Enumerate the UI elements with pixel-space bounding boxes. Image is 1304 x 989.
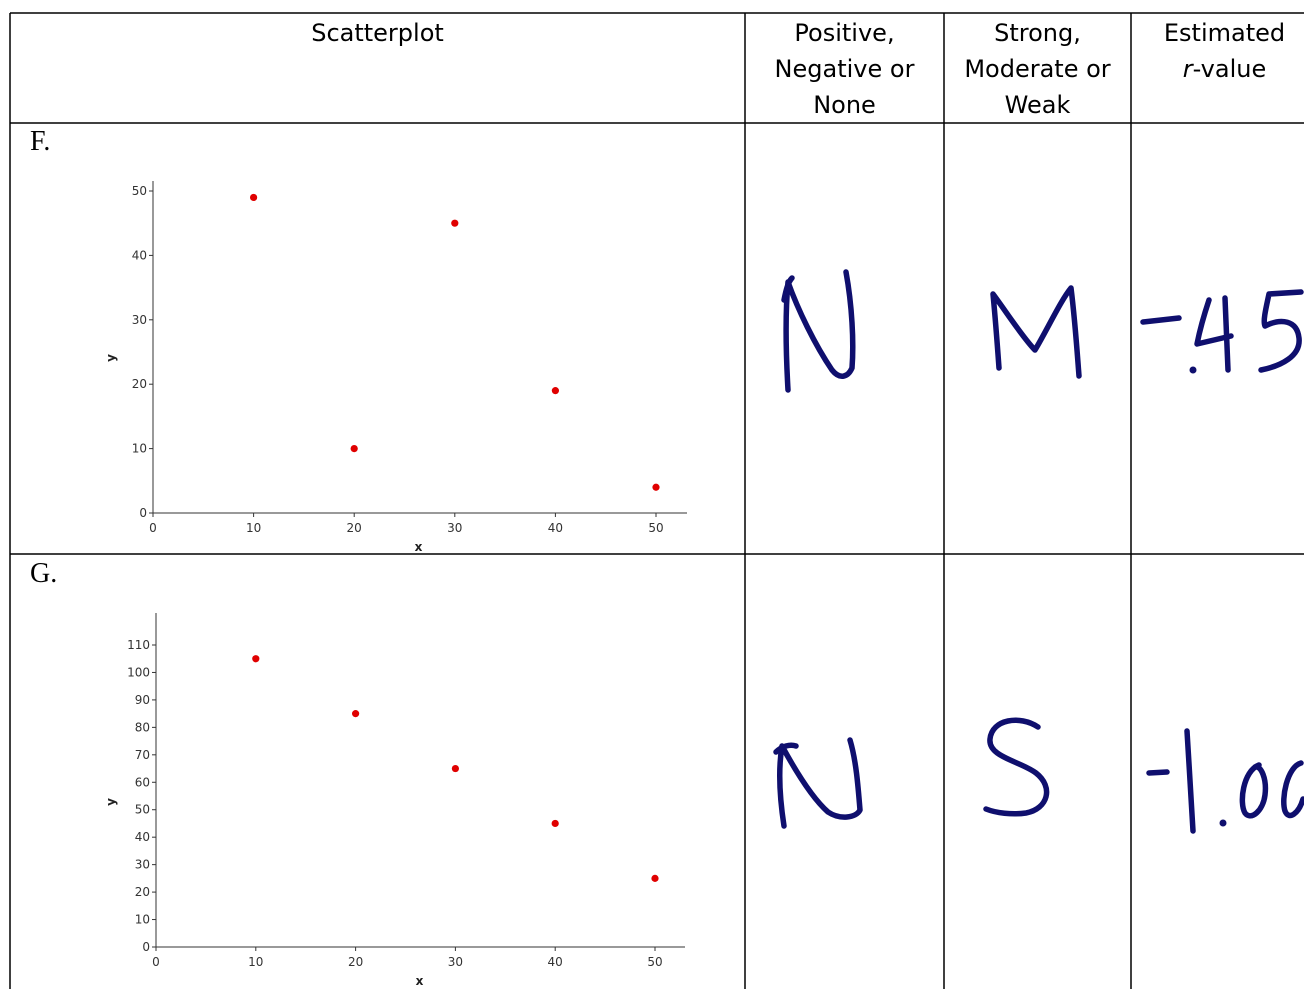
x-tick-label: 10 — [246, 521, 261, 535]
data-point — [250, 193, 258, 202]
x-tick-label: 20 — [348, 955, 363, 969]
x-tick-label: 0 — [152, 955, 160, 969]
x-tick-label: 30 — [448, 955, 463, 969]
header-strength-line2: Moderate or — [964, 55, 1111, 83]
row-label-f: F. — [30, 126, 51, 157]
y-tick-label: 20 — [132, 377, 147, 391]
x-tick-label: 50 — [647, 955, 662, 969]
y-tick-label: 30 — [135, 858, 150, 872]
x-tick-label: 50 — [648, 521, 663, 535]
y-tick-label: 40 — [132, 248, 147, 262]
row-label-g: G. — [30, 558, 58, 589]
scatterplot-f: 0 10 20 30 40 50 0 10 20 30 40 50 x y — [104, 181, 687, 554]
x-axis-label: x — [416, 974, 424, 988]
data-point — [551, 387, 559, 395]
header-direction-line3: None — [813, 91, 876, 119]
y-tick-label: 40 — [135, 830, 150, 844]
data-point — [350, 445, 358, 453]
y-tick-label: 10 — [132, 442, 147, 456]
x-tick-label: 40 — [548, 955, 563, 969]
answer-r-value-f — [1140, 289, 1304, 374]
header-strength-line3: Weak — [1004, 91, 1071, 119]
x-tick-label: 30 — [447, 521, 462, 535]
answer-strength-g — [983, 717, 1050, 817]
y-tick-label: 110 — [127, 638, 150, 652]
header-direction-line2: Negative or — [774, 55, 915, 83]
y-tick-label: 0 — [139, 506, 147, 520]
x-tick-label: 10 — [248, 955, 263, 969]
header-r-line1: Estimated — [1163, 19, 1286, 47]
header-r-value: Estimated r-value — [1131, 15, 1304, 87]
scatterplot-g: 0 10 20 30 40 50 0 10 20 30 40 50 60 70 80 90 100 110 x y — [104, 613, 685, 988]
y-axis-label: y — [104, 354, 118, 362]
x-axis-label: x — [415, 540, 423, 554]
y-tick-label: 20 — [135, 885, 150, 899]
header-strength-line1: Strong, — [994, 19, 1081, 47]
answer-strength-f — [990, 285, 1082, 379]
y-tick-label: 90 — [135, 693, 150, 707]
header-direction: Positive, Negative or None — [745, 15, 944, 123]
data-point — [352, 710, 360, 718]
y-tick-label: 10 — [135, 913, 150, 927]
answer-r-value-g — [1146, 728, 1304, 834]
header-r-italic: r — [1182, 55, 1193, 83]
y-tick-label: 0 — [142, 940, 150, 954]
header-r-line2: r-value — [1131, 51, 1304, 87]
y-axis-label: y — [104, 798, 118, 806]
data-point — [252, 655, 260, 663]
y-tick-label: 70 — [135, 748, 150, 762]
data-point — [651, 874, 659, 882]
answer-direction-f — [781, 269, 856, 393]
y-tick-label: 100 — [127, 665, 150, 679]
header-direction-line1: Positive, — [794, 19, 895, 47]
y-tick-label: 50 — [132, 184, 147, 198]
answer-direction-g — [773, 737, 863, 829]
data-point — [451, 764, 459, 773]
header-scatterplot: Scatterplot — [311, 19, 444, 47]
header-strength: Strong, Moderate or Weak — [944, 15, 1131, 123]
y-tick-label: 80 — [135, 720, 150, 734]
x-tick-label: 0 — [149, 521, 157, 535]
header-r-rest: -value — [1192, 55, 1267, 83]
data-point — [652, 483, 660, 491]
data-point — [551, 819, 559, 828]
y-tick-label: 60 — [135, 775, 150, 789]
x-tick-label: 20 — [347, 521, 362, 535]
y-tick-label: 50 — [135, 803, 150, 817]
x-tick-label: 40 — [548, 521, 563, 535]
data-point — [451, 219, 459, 227]
y-tick-label: 30 — [132, 313, 147, 327]
